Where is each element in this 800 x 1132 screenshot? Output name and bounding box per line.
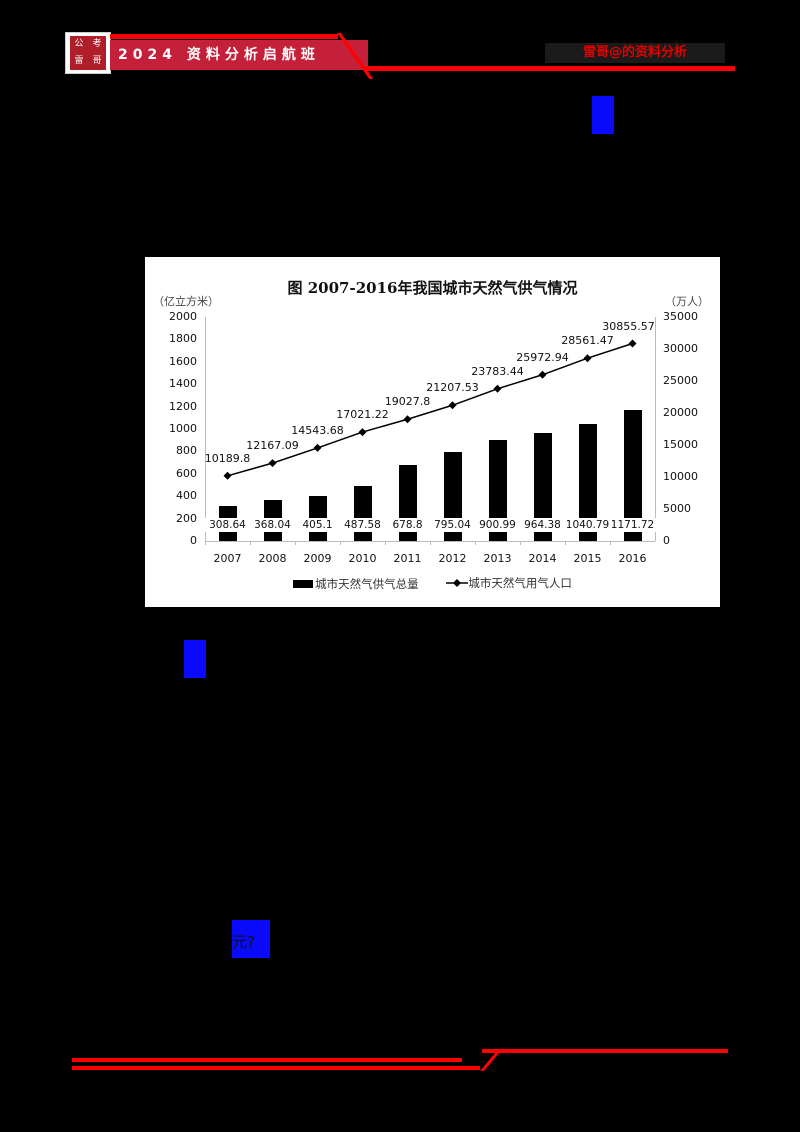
- logo-char: 哥: [92, 56, 102, 66]
- x-axis-label: 2007: [213, 552, 242, 565]
- header-rule-right: [365, 66, 735, 71]
- header-brand-text: 雷哥@的资料分析: [545, 43, 725, 63]
- footer-rule-right: [482, 1049, 728, 1053]
- x-axis-tick: [340, 541, 341, 545]
- x-axis-tick: [520, 541, 521, 545]
- population-value-label: 12167.09: [246, 439, 299, 453]
- gas-supply-chart: 图 2007-2016年我国城市天然气供气情况 （亿立方米） （万人） 308.…: [145, 257, 720, 607]
- supply-value-label: 678.8: [384, 518, 431, 532]
- footer-rule: [72, 1058, 462, 1062]
- supply-value-label: 1171.72: [609, 518, 656, 532]
- x-axis-label: 2016: [618, 552, 647, 565]
- logo: 公 考 雷 哥: [65, 32, 111, 74]
- x-axis-label: 2013: [483, 552, 512, 565]
- population-value-label: 17021.22: [336, 408, 389, 422]
- x-axis-label: 2015: [573, 552, 602, 565]
- supply-value-label: 308.64: [204, 518, 251, 532]
- x-axis-tick: [385, 541, 386, 545]
- x-axis-tick: [430, 541, 431, 545]
- supply-value-label: 900.99: [474, 518, 521, 532]
- left-axis-tick: 2000: [169, 310, 197, 323]
- right-axis-line: [655, 317, 656, 541]
- population-value-label: 30855.57: [602, 319, 655, 333]
- x-axis-tick: [250, 541, 251, 545]
- left-axis-tick: 1800: [169, 332, 197, 346]
- chart-title: 图 2007-2016年我国城市天然气供气情况: [287, 279, 578, 297]
- left-axis-tick: 1200: [169, 399, 197, 413]
- x-axis-label: 2009: [303, 552, 332, 565]
- legend-label: 城市天然气供气总量: [315, 577, 419, 591]
- supply-value-label: 964.38: [519, 518, 566, 532]
- redaction-box: 元?: [232, 920, 270, 958]
- right-axis-tick: 25000: [663, 374, 698, 387]
- x-axis-label: 2010: [348, 552, 377, 565]
- left-axis-tick: 400: [176, 489, 197, 503]
- legend-item-supply: 城市天然气供气总量: [293, 576, 419, 592]
- redaction-box: [592, 96, 614, 134]
- x-axis-label: 2012: [438, 552, 467, 565]
- right-axis-tick: 0: [663, 534, 670, 547]
- x-axis-tick: [205, 541, 206, 545]
- right-axis-tick: 30000: [663, 342, 698, 355]
- supply-value-label: 795.04: [429, 518, 476, 532]
- right-axis-tick: 10000: [663, 470, 698, 483]
- population-value-label: 19027.8: [384, 395, 431, 409]
- x-axis-tick: [475, 541, 476, 545]
- population-value-label: 21207.53: [426, 381, 479, 395]
- population-value-label: 23783.44: [471, 364, 524, 378]
- left-axis-tick: 200: [176, 511, 197, 525]
- legend-item-population: 城市天然气用气人口: [446, 575, 572, 591]
- bar-swatch-icon: [293, 580, 314, 588]
- x-axis-label: 2011: [393, 552, 422, 565]
- chart-legend: 城市天然气供气总量 城市天然气用气人口: [145, 575, 720, 592]
- supply-value-label: 405.1: [294, 518, 341, 532]
- header-rule-top: [110, 34, 338, 39]
- logo-char: 考: [92, 39, 102, 49]
- legend-label: 城市天然气用气人口: [468, 576, 572, 590]
- left-axis-tick: 1000: [169, 422, 197, 435]
- course-banner: 2024 资料分析启航班: [110, 40, 368, 70]
- population-value-label: 28561.47: [561, 334, 614, 348]
- right-axis-unit: （万人）: [665, 295, 709, 308]
- left-axis-tick: 0: [190, 534, 197, 547]
- right-axis-tick: 5000: [663, 502, 691, 515]
- x-axis-tick: [295, 541, 296, 545]
- left-axis-tick: 1400: [169, 377, 197, 391]
- left-axis-tick: 600: [176, 466, 197, 480]
- population-value-label: 25972.94: [516, 350, 569, 364]
- line-diamond-icon: [446, 579, 469, 587]
- x-axis-label: 2014: [528, 552, 557, 565]
- supply-bar: [353, 486, 372, 541]
- left-axis-tick: 800: [176, 444, 197, 458]
- logo-seal: 公 考 雷 哥: [70, 36, 106, 70]
- supply-value-label: 487.58: [339, 518, 386, 532]
- x-axis-tick: [565, 541, 566, 545]
- population-value-label: 14543.68: [291, 423, 344, 437]
- population-value-label: 10189.8: [204, 451, 251, 465]
- logo-char: 雷: [74, 56, 84, 66]
- redaction-text: 元?: [232, 933, 255, 951]
- left-axis-line: [205, 317, 206, 541]
- left-axis-tick: 1600: [169, 354, 197, 368]
- right-axis-tick: 15000: [663, 438, 698, 451]
- logo-char: 公: [74, 39, 84, 49]
- x-axis-label: 2008: [258, 552, 287, 565]
- right-axis-tick: 20000: [663, 406, 698, 419]
- supply-value-label: 1040.79: [564, 518, 611, 532]
- footer-rule: [72, 1066, 480, 1070]
- supply-value-label: 368.04: [249, 518, 296, 532]
- redaction-box: [184, 640, 206, 678]
- left-axis-unit: （亿立方米）: [153, 295, 219, 308]
- right-axis-tick: 35000: [663, 310, 698, 323]
- x-axis-tick: [610, 541, 611, 545]
